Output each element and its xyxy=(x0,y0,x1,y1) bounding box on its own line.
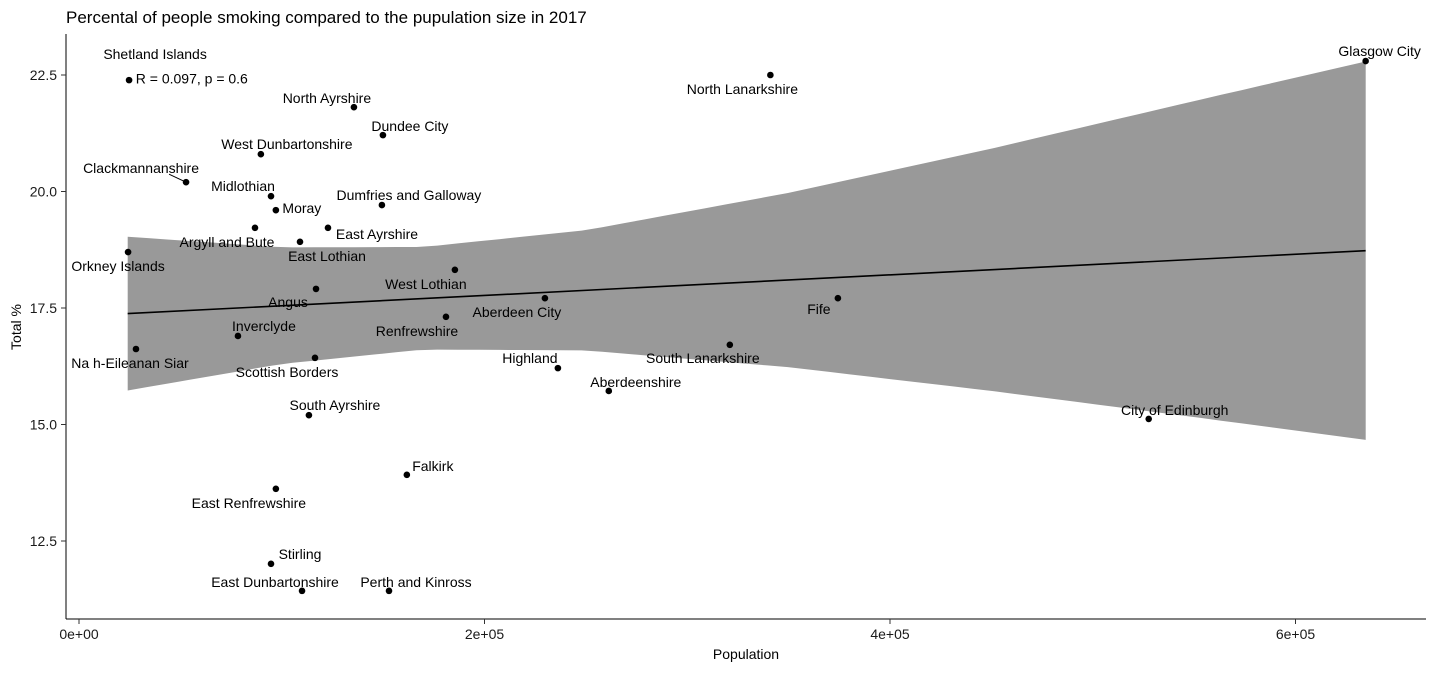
data-point xyxy=(124,248,132,256)
x-tick-label: 0e+00 xyxy=(59,626,99,642)
point-label: Moray xyxy=(282,200,321,216)
data-point xyxy=(311,354,319,362)
point-label: East Lothian xyxy=(288,248,366,264)
point-label: Dundee City xyxy=(371,118,448,134)
x-axis-label: Population xyxy=(713,646,779,662)
data-point xyxy=(298,587,306,595)
x-tick-label: 2e+05 xyxy=(465,626,505,642)
x-tick-label: 4e+05 xyxy=(870,626,910,642)
data-point xyxy=(272,206,280,214)
data-point xyxy=(272,485,280,493)
labels-layer: Shetland Islands North Ayrshire North Lana… xyxy=(71,43,1421,590)
x-tick-label: 6e+05 xyxy=(1276,626,1316,642)
data-point xyxy=(379,131,387,139)
data-point xyxy=(305,411,313,419)
point-label: North Lanarkshire xyxy=(687,81,798,97)
data-point xyxy=(605,387,613,395)
data-point xyxy=(132,345,140,353)
point-label: Shetland Islands xyxy=(103,46,207,62)
point-label: Aberdeenshire xyxy=(590,374,681,390)
point-label: Argyll and Bute xyxy=(180,234,275,250)
data-point xyxy=(350,103,358,111)
data-point xyxy=(1145,415,1153,423)
point-label: Highland xyxy=(502,350,557,366)
confidence-ribbon xyxy=(127,61,1366,440)
data-point xyxy=(554,364,562,372)
y-tick-label: 15.0 xyxy=(30,417,57,433)
point-label: Dumfries and Galloway xyxy=(337,187,482,203)
point-label: Perth and Kinross xyxy=(360,574,471,590)
correlation-annotation: R = 0.097, p = 0.6 xyxy=(136,71,248,87)
point-label: East Ayrshire xyxy=(336,226,418,242)
y-tick-label: 20.0 xyxy=(30,184,57,200)
point-label: Clackmannanshire xyxy=(83,160,199,176)
data-point xyxy=(267,560,275,568)
regression-line xyxy=(127,249,1366,315)
data-point xyxy=(125,76,133,84)
label-connector xyxy=(168,173,187,183)
point-label: West Lothian xyxy=(385,276,466,292)
chart-title: Percental of people smoking compared to … xyxy=(66,8,587,27)
point-label: East Renfrewshire xyxy=(192,495,307,511)
data-point xyxy=(1362,57,1369,65)
data-point xyxy=(267,192,275,200)
point-label: Falkirk xyxy=(412,458,454,474)
y-tick-label: 22.5 xyxy=(30,67,57,83)
point-label: City of Edinburgh xyxy=(1121,402,1228,418)
y-tick-label: 17.5 xyxy=(30,300,57,316)
data-point xyxy=(312,285,320,293)
point-label: Stirling xyxy=(279,546,322,562)
data-point xyxy=(403,471,411,479)
point-label: Renfrewshire xyxy=(376,323,459,339)
data-point xyxy=(541,294,549,302)
data-point xyxy=(324,224,332,232)
point-label: Midlothian xyxy=(211,178,275,194)
point-label: East Dunbartonshire xyxy=(211,574,339,590)
point-label: Scottish Borders xyxy=(236,364,339,380)
point-label: Orkney Islands xyxy=(71,258,164,274)
data-point xyxy=(385,587,393,595)
data-point xyxy=(451,266,459,274)
point-label: Glasgow City xyxy=(1338,43,1420,59)
point-label: Fife xyxy=(807,301,831,317)
point-label: Na h-Eileanan Siar xyxy=(71,355,189,371)
data-point xyxy=(296,238,304,246)
data-point xyxy=(834,294,842,302)
point-label: Aberdeen City xyxy=(473,304,562,320)
point-label: South Ayrshire xyxy=(290,397,381,413)
y-axis-label: Total % xyxy=(8,304,24,350)
point-label: Inverclyde xyxy=(232,318,296,334)
point-label: South Lanarkshire xyxy=(646,350,760,366)
y-tick-label: 12.5 xyxy=(30,533,57,549)
data-point xyxy=(257,150,265,158)
data-point xyxy=(767,71,774,79)
y-axis-ticks: 12.5 15.0 17.5 20.0 22.5 xyxy=(30,67,66,549)
point-label: Angus xyxy=(268,294,308,310)
point-label: North Ayrshire xyxy=(283,90,372,106)
point-label: West Dunbartonshire xyxy=(221,136,352,152)
data-point xyxy=(251,224,259,232)
data-point xyxy=(234,332,242,340)
data-point xyxy=(378,201,386,209)
data-point xyxy=(442,313,450,321)
x-axis-ticks: 0e+00 2e+05 4e+05 6e+05 xyxy=(59,619,1315,642)
data-point xyxy=(726,341,734,349)
